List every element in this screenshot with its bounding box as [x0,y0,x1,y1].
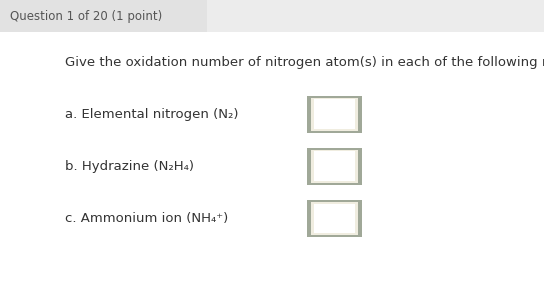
Text: b. Hydrazine (N₂H₄): b. Hydrazine (N₂H₄) [65,160,194,173]
Bar [307,96,362,133]
Bar [311,202,358,235]
Bar [314,99,355,129]
Text: Give the oxidation number of nitrogen atom(s) in each of the following molecules: Give the oxidation number of nitrogen at… [65,56,544,69]
Bar [307,148,362,185]
Bar [0,0,207,32]
Bar [314,204,355,233]
Text: Question 1 of 20 (1 point): Question 1 of 20 (1 point) [10,10,162,23]
Bar [207,0,544,32]
Text: a. Elemental nitrogen (N₂): a. Elemental nitrogen (N₂) [65,108,239,121]
Bar [311,150,358,183]
Bar [307,200,362,237]
Bar [311,98,358,131]
Text: c. Ammonium ion (NH₄⁺): c. Ammonium ion (NH₄⁺) [65,212,228,225]
Bar [314,151,355,181]
